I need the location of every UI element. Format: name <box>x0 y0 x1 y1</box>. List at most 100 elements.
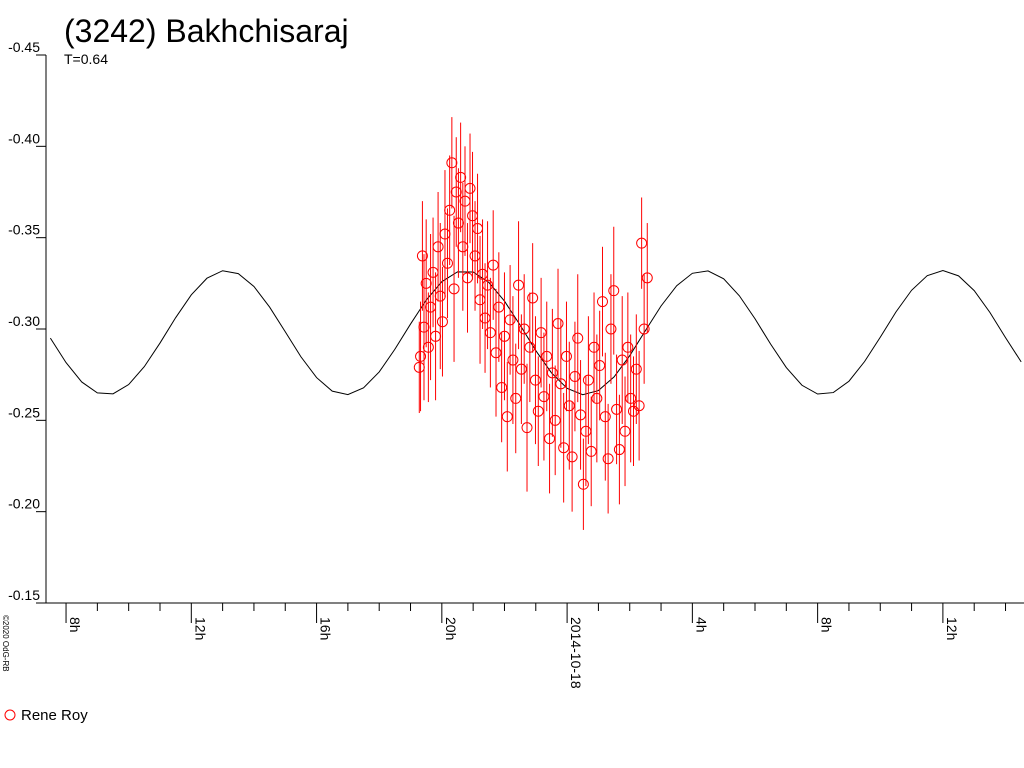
data-point <box>479 312 491 324</box>
data-point <box>541 350 553 362</box>
data-point <box>638 323 650 335</box>
data-point <box>501 411 513 423</box>
data-point <box>504 314 516 326</box>
data-point <box>616 354 628 366</box>
credit: ©2020 OdG-RB <box>1 615 10 672</box>
data-point <box>484 327 496 339</box>
data-point <box>524 341 536 353</box>
data-point <box>493 301 505 313</box>
data-point <box>472 223 484 235</box>
data-point <box>544 433 556 445</box>
data-point <box>490 347 502 359</box>
data-point <box>572 332 584 344</box>
data-point <box>469 250 481 262</box>
data-point <box>457 241 469 253</box>
data-point <box>425 301 437 313</box>
data-point <box>515 363 527 375</box>
y-tick-label: -0.20 <box>8 496 40 512</box>
data-point <box>474 294 486 306</box>
data-point <box>427 266 439 278</box>
data-point <box>482 279 494 291</box>
data-point <box>413 361 425 373</box>
data-point <box>513 279 525 291</box>
data-point <box>596 296 608 308</box>
data-point <box>552 318 564 330</box>
y-tick-label: -0.25 <box>8 404 40 420</box>
data-point <box>459 195 471 207</box>
data-point <box>529 374 541 386</box>
data-point <box>546 367 558 379</box>
data-point <box>622 341 634 353</box>
data-point <box>538 391 550 403</box>
data-point <box>416 250 428 262</box>
data-point <box>532 405 544 417</box>
y-tick-label: -0.30 <box>8 313 40 329</box>
data-point <box>477 268 489 280</box>
x-tick-label: 16h <box>318 617 334 640</box>
data-point <box>577 478 589 490</box>
data-point <box>636 237 648 249</box>
data-point <box>558 442 570 454</box>
data-point <box>580 425 592 437</box>
data-point <box>585 445 597 457</box>
data-point <box>594 360 606 372</box>
data-point <box>507 354 519 366</box>
data-point <box>439 228 451 240</box>
data-point <box>591 392 603 404</box>
y-tick-label: -0.35 <box>8 222 40 238</box>
data-point <box>611 403 623 415</box>
data-point <box>563 400 575 412</box>
data-point <box>582 374 594 386</box>
legend-label: Rene Roy <box>21 707 88 724</box>
data-point <box>487 259 499 271</box>
data-point <box>521 422 533 434</box>
legend-marker <box>4 709 16 721</box>
data-point <box>575 409 587 421</box>
y-tick-label: -0.40 <box>8 130 40 146</box>
data-point <box>633 400 645 412</box>
x-tick-label: 8h <box>67 617 83 633</box>
data-point <box>434 290 446 302</box>
data-point <box>450 186 462 198</box>
x-tick-label: 4h <box>693 617 709 633</box>
x-tick-label: 12h <box>192 617 208 640</box>
data-point <box>467 210 479 222</box>
data-point <box>446 157 458 169</box>
data-point <box>566 451 578 463</box>
data-point <box>452 217 464 229</box>
data-point <box>605 323 617 335</box>
data-point <box>641 272 653 284</box>
data-point <box>535 327 547 339</box>
data-point <box>464 182 476 194</box>
x-tick-label: 8h <box>819 617 835 633</box>
x-tick-label: 20h <box>443 617 459 640</box>
y-tick-label: -0.15 <box>8 587 40 603</box>
data-point <box>432 241 444 253</box>
chart-title: (3242) Bakhchisaraj <box>64 13 349 49</box>
x-tick-label: 2014-10-18 <box>568 617 584 689</box>
data-point <box>441 257 453 269</box>
data-point <box>527 292 539 304</box>
data-point <box>613 444 625 456</box>
data-point <box>627 405 639 417</box>
data-point <box>588 341 600 353</box>
data-point <box>448 283 460 295</box>
data-point <box>518 323 530 335</box>
data-point <box>549 414 561 426</box>
data-point <box>630 363 642 375</box>
data-point <box>619 425 631 437</box>
x-tick-label: 12h <box>944 617 960 640</box>
data-point <box>625 392 637 404</box>
data-point <box>422 341 434 353</box>
data-point <box>462 272 474 284</box>
data-point <box>555 378 567 390</box>
data-point <box>430 330 442 342</box>
data-point <box>420 277 432 289</box>
data-point <box>599 411 611 423</box>
data-point <box>418 321 430 333</box>
data-point <box>455 171 467 183</box>
y-tick-label: -0.45 <box>8 39 40 55</box>
data-point <box>496 381 508 393</box>
data-point <box>444 204 456 216</box>
